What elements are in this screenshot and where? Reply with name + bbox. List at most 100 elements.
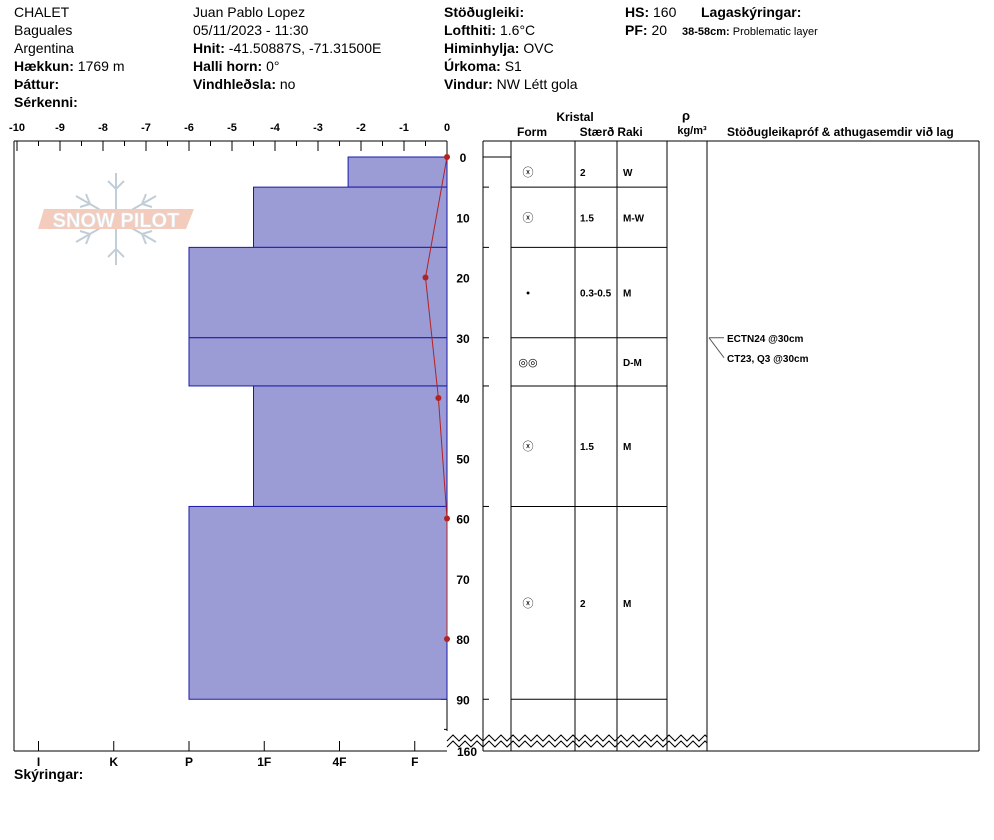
stability-test-note: CT23, Q3 @30cm	[727, 354, 809, 365]
layer-size: 2	[580, 599, 586, 610]
test-pointer-line	[708, 337, 725, 359]
hardness-tick-label: 4F	[332, 755, 346, 769]
precipitation-label: Úrkoma:	[444, 58, 501, 74]
temperature-tick-label: -3	[313, 122, 323, 134]
temperature-tick-label: -9	[55, 122, 65, 134]
layer-notes-label: Lagaskýringar:	[701, 4, 802, 20]
temperature-tick-label: -4	[270, 122, 281, 134]
sky-cover-value: OVC	[523, 40, 554, 56]
depth-break-line	[446, 734, 708, 742]
layer-note: 38-58cm: Problematic layer	[682, 23, 818, 41]
elevation-label: Hækkun:	[14, 58, 74, 74]
layer-table-rows: ⓧ 2 Wⓧ 1.5 M-W • 0.3-0.5 M ◎◎ D-M ⓧ 1.5 Mⓧ 2 M	[483, 166, 667, 700]
hardness-layer-bar	[253, 186, 448, 248]
elevation-value: 1769 m	[77, 58, 125, 74]
hardness-layer-bar	[188, 337, 448, 387]
slope-angle: Halli horn: 0°	[193, 57, 280, 75]
depth-tick-label: 40	[456, 392, 470, 406]
depth-tick-label: 50	[456, 452, 470, 466]
layer-form-symbol: ⓧ	[523, 597, 534, 610]
layer-table	[446, 140, 980, 752]
wind-value: NW Létt gola	[496, 76, 578, 92]
layer-size: 0.3-0.5	[580, 289, 612, 300]
hardness-layer-bars	[188, 156, 448, 700]
country-name: Argentina	[14, 40, 74, 56]
sky-cover-label: Himinhylja:	[444, 40, 520, 56]
foot-penetration-label: PF:	[625, 22, 648, 38]
wind-loading-label: Vindhleðsla:	[193, 76, 276, 92]
footer-notes-label: Skýringar:	[14, 766, 84, 782]
depth-bottom-label: 160	[457, 745, 477, 759]
temperature-point	[444, 636, 450, 642]
hardness-tick-label: P	[185, 755, 193, 769]
layer-note-text: Problematic layer	[732, 26, 818, 38]
air-temperature-value: 1.6°C	[499, 22, 536, 38]
hardness-layer-bar	[347, 156, 448, 188]
snow-height-label: HS:	[625, 4, 650, 20]
layer-form-symbol: ⓧ	[523, 211, 534, 224]
temperature-point	[435, 395, 442, 401]
observer-name: Juan Pablo Lopez	[193, 4, 306, 20]
layer-size: 2	[580, 168, 586, 179]
layer-moisture: W	[623, 168, 633, 179]
hardness-tick-label: F	[411, 755, 418, 769]
layer-moisture: D-M	[623, 358, 642, 369]
coordinates-value: -41.50887S, -71.31500E	[228, 40, 382, 56]
density-symbol: ρ	[682, 108, 690, 123]
location-name: CHALET	[14, 4, 70, 20]
hardness-tick-label: 1F	[257, 755, 271, 769]
wind-label: Vindur:	[444, 76, 493, 92]
layer-size: 1.5	[580, 442, 594, 453]
air-temperature: Lofthiti: 1.6°C	[444, 21, 535, 39]
size-header: Stærð	[580, 125, 615, 139]
precipitation: Úrkoma: S1	[444, 57, 522, 75]
foot-penetration: PF: 20	[625, 21, 667, 39]
specifics-label: Sérkenni:	[14, 94, 78, 110]
elevation: Hækkun: 1769 m	[14, 57, 125, 75]
depth-tick-label: 10	[456, 211, 470, 225]
slope-angle-value: 0°	[266, 58, 280, 74]
wind: Vindur: NW Létt gola	[444, 75, 578, 93]
moisture-header: Raki	[617, 125, 642, 139]
wind-loading-value: no	[279, 76, 296, 92]
temperature-profile	[422, 154, 450, 642]
temperature-tick-label: 0	[444, 122, 450, 134]
layer-moisture: M	[623, 599, 631, 610]
layer-form-symbol: ⓧ	[523, 166, 534, 179]
density-unit: kg/m³	[677, 125, 707, 137]
depth-tick-label: 80	[456, 633, 470, 647]
snow-height-value: 160	[653, 4, 677, 20]
form-header: Form	[517, 125, 547, 139]
temperature-tick-label: -8	[98, 122, 108, 134]
coordinates: Hnit: -41.50887S, -71.31500E	[193, 39, 381, 57]
area-name: Baguales	[14, 22, 73, 38]
depth-tick-label: 70	[456, 573, 470, 587]
air-temperature-label: Lofthiti:	[444, 22, 497, 38]
depth-tick-label: 30	[456, 332, 470, 346]
depth-tick-label: 0	[460, 151, 467, 165]
temperature-point	[444, 154, 450, 160]
slope-angle-label: Halli horn:	[193, 58, 263, 74]
layer-moisture: M	[623, 442, 631, 453]
observation-datetime: 05/11/2023 - 11:30	[193, 22, 309, 38]
layer-form-symbol: ⓧ	[523, 440, 534, 453]
temperature-tick-label: -6	[184, 122, 194, 134]
hardness-tick-label: I	[37, 755, 40, 769]
hardness-layer-bar	[253, 385, 448, 507]
temperature-tick-label: -10	[9, 122, 25, 134]
stability-label: Stöðugleiki:	[444, 4, 525, 20]
layer-moisture: M-W	[623, 213, 645, 224]
temperature-point	[444, 515, 450, 522]
temperature-ticks: -10 -9 -8 -7 -6 -5 -4 -3 -2 -1 0	[9, 122, 450, 151]
snow-height: HS: 160	[625, 3, 676, 21]
depth-tick-label: 60	[456, 513, 470, 527]
layer-size: 1.5	[580, 213, 594, 224]
layer-note-range: 38-58cm:	[682, 26, 730, 38]
sky-cover: Himinhylja: OVC	[444, 39, 554, 57]
depth-ticks: 0 10 20 30 40 50 60 70 80 90	[441, 151, 470, 730]
aspect-label: Þáttur:	[14, 76, 60, 92]
temperature-point	[422, 274, 429, 281]
depth-break-line	[446, 740, 708, 748]
hardness-tick-label: K	[109, 755, 118, 769]
precipitation-value: S1	[504, 58, 522, 74]
